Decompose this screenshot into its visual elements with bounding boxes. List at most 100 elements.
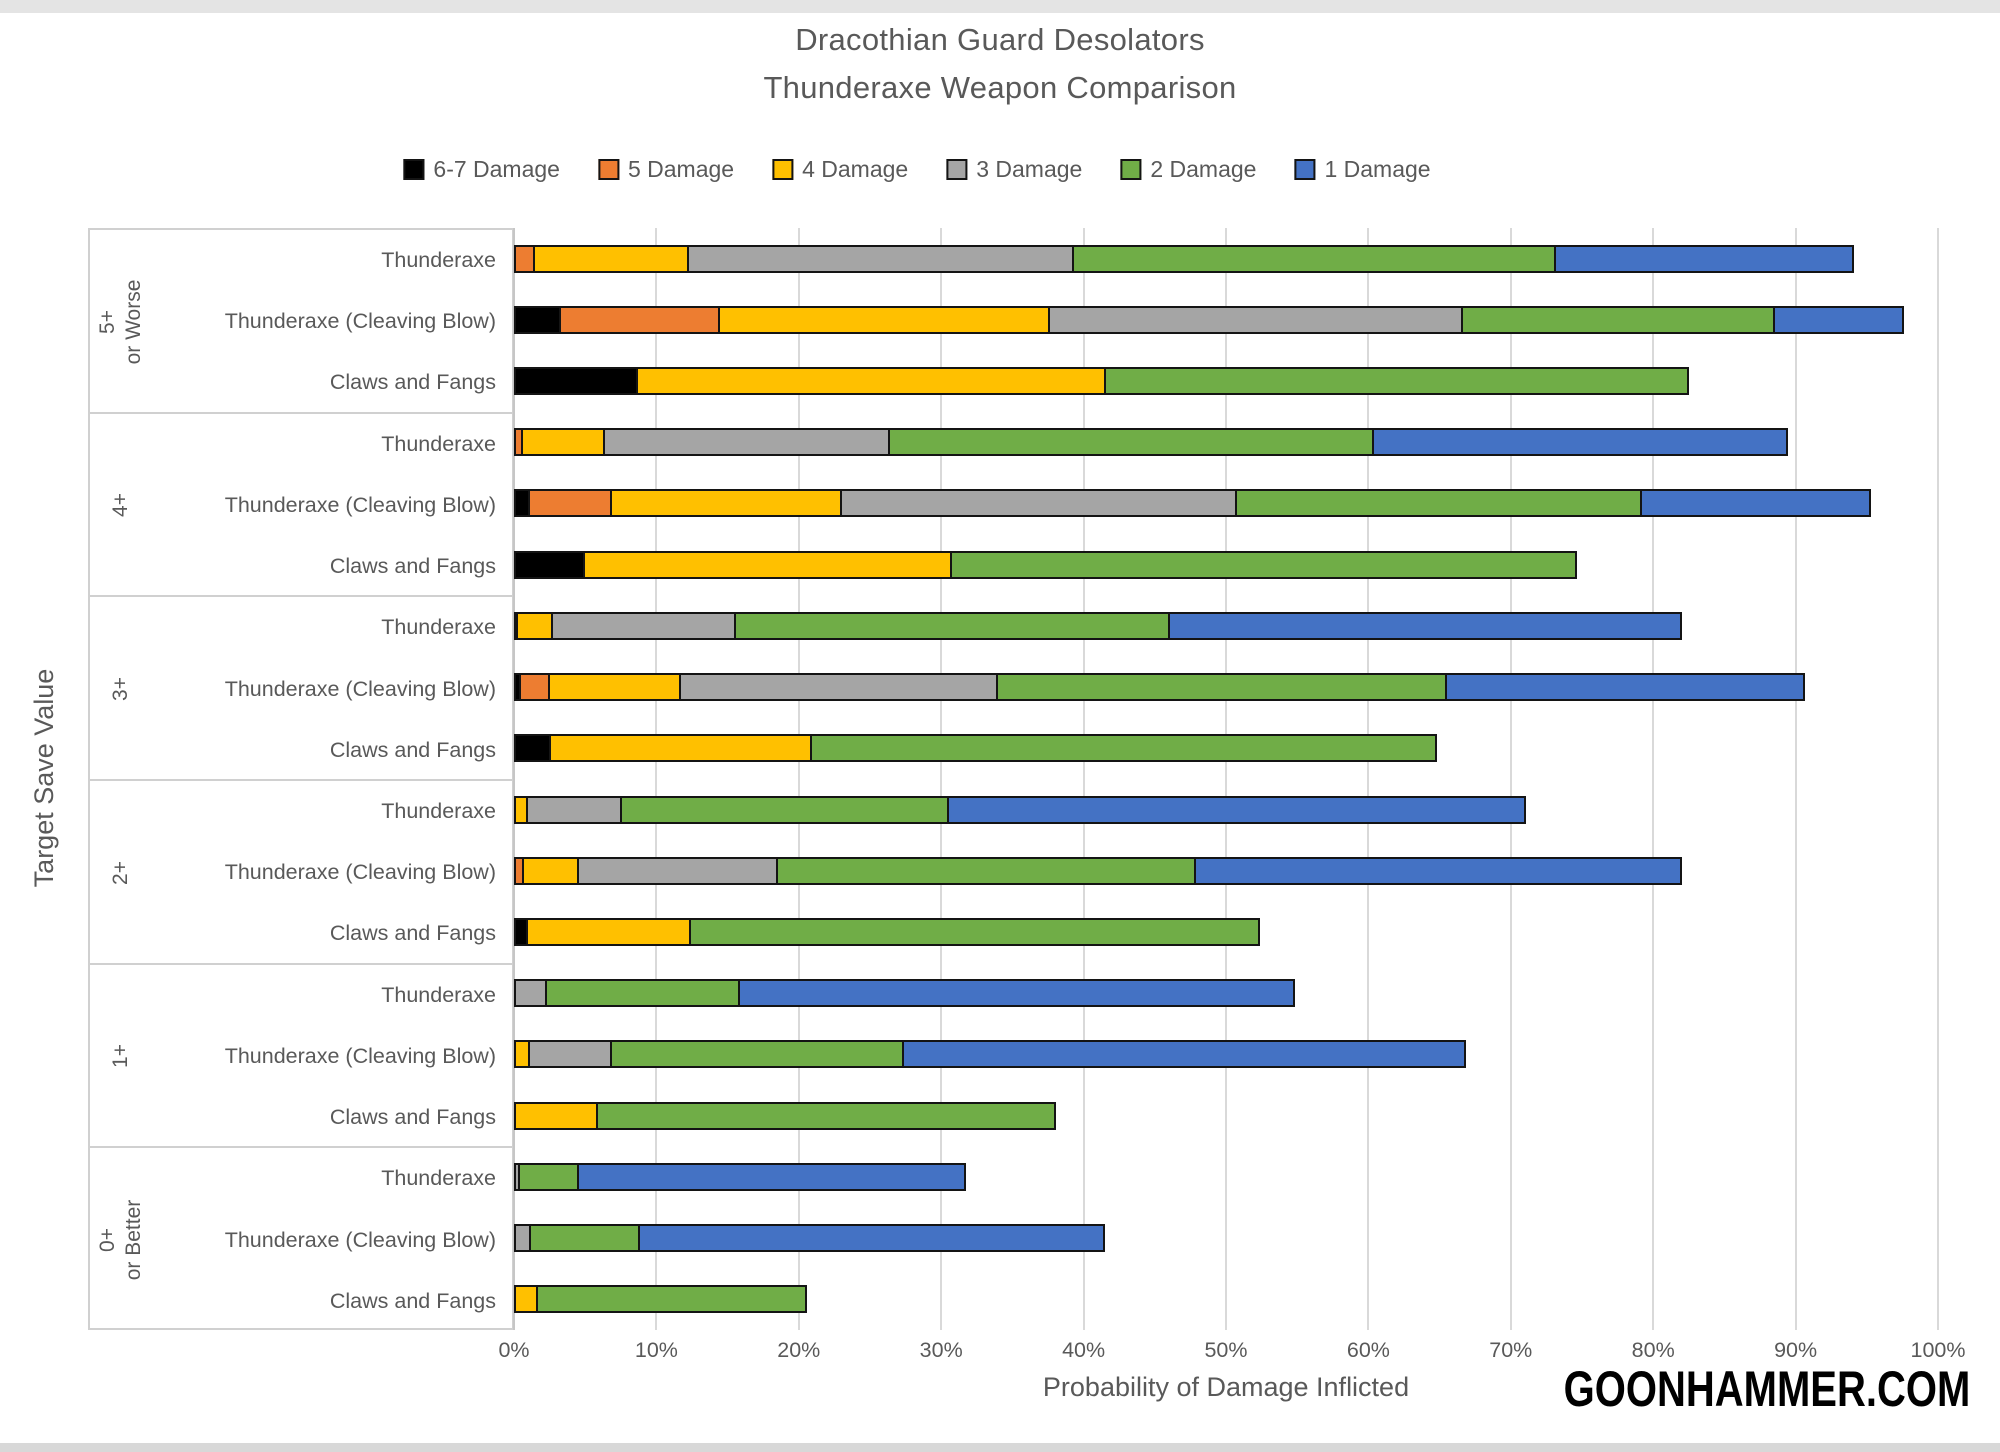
legend-label-4-damage: 4 Damage (802, 156, 909, 182)
gridline-40% (1082, 228, 1085, 1330)
segment-4-thunderaxe-4-damage (520, 428, 605, 457)
segment-0-or-better-thunderaxe-1-damage (576, 1162, 966, 1191)
save-group-4: 4+ Thunderaxe Thunderaxe (Cleaving Blow) Cl… (90, 414, 512, 598)
weapon-label-claws-and-fangs: Claws and Fangs (329, 370, 496, 395)
segment-1-thunderaxe-2-damage (544, 979, 740, 1008)
segment-2-claws-and-fangs-2-damage (689, 917, 1261, 946)
plot-area (513, 228, 1939, 1330)
segment-1-claws-and-fangs-2-damage (596, 1101, 1056, 1130)
weapon-label-thunderaxe: Thunderaxe (381, 799, 496, 823)
x-tick-50%: 50% (1204, 1338, 1248, 1362)
bar-1-thunderaxe-cleaving-blow (514, 1040, 1467, 1069)
segment-4-claws-and-fangs-6-7-damage (514, 550, 586, 579)
segment-3-claws-and-fangs-6-7-damage (514, 734, 552, 763)
bar-2-thunderaxe (514, 795, 1527, 824)
weapon-label-thunderaxe-cleaving-blow: Thunderaxe (Cleaving Blow) (224, 492, 496, 517)
bar-4-thunderaxe (514, 428, 1788, 457)
legend-swatch-1-damage-icon (1294, 159, 1316, 180)
segment-5-or-worse-thunderaxe-5-damage (514, 244, 536, 273)
segment-3-thunderaxe-3-damage (551, 611, 737, 640)
save-group-5-or-worse: 5+ or Worse Thunderaxe Thunderaxe (Cleaving… (90, 230, 512, 414)
legend-item-1-damage: 1 Damage (1294, 156, 1431, 183)
legend-swatch-5-damage-icon (597, 159, 619, 180)
segment-2-thunderaxe-cleaving-blow-3-damage (576, 856, 778, 885)
segment-3-claws-and-fangs-4-damage (549, 734, 813, 763)
segment-1-thunderaxe-cleaving-blow-2-damage (609, 1040, 905, 1069)
x-tick-10%: 10% (634, 1338, 678, 1362)
weapon-label-thunderaxe: Thunderaxe (381, 431, 496, 456)
save-group-1: 1+ Thunderaxe Thunderaxe (Cleaving Blow) Cl… (90, 965, 512, 1149)
gridline-30% (940, 228, 943, 1330)
segment-2-claws-and-fangs-4-damage (526, 917, 692, 946)
bar-3-thunderaxe-cleaving-blow (514, 673, 1806, 702)
x-tick-0%: 0% (498, 1338, 530, 1362)
segment-5-or-worse-thunderaxe-cleaving-blow-3-damage (1047, 305, 1464, 334)
bar-3-claws-and-fangs (514, 734, 1437, 763)
legend-item-5-damage: 5 Damage (597, 156, 735, 183)
weapon-label-thunderaxe-cleaving-blow: Thunderaxe (Cleaving Blow) (224, 309, 496, 334)
chart-title-line1: Dracothian Guard Desolators (795, 22, 1205, 57)
segment-5-or-worse-thunderaxe-cleaving-blow-2-damage (1461, 305, 1775, 334)
segment-3-thunderaxe-cleaving-blow-4-damage (548, 673, 681, 702)
gridline-60% (1367, 228, 1370, 1330)
segment-4-thunderaxe-1-damage (1371, 428, 1788, 457)
legend-label-3-damage: 3 Damage (976, 156, 1083, 182)
segment-4-thunderaxe-cleaving-blow-5-damage (527, 489, 612, 518)
segment-4-thunderaxe-3-damage (602, 428, 891, 457)
bar-4-claws-and-fangs (514, 550, 1577, 579)
segment-5-or-worse-thunderaxe-cleaving-blow-4-damage (717, 305, 1050, 334)
bar-5-or-worse-claws-and-fangs (514, 366, 1690, 395)
weapon-label-thunderaxe-cleaving-blow: Thunderaxe (Cleaving Blow) (224, 860, 496, 885)
legend-label-6-7-damage: 6-7 Damage (433, 156, 560, 182)
legend-item-2-damage: 2 Damage (1120, 156, 1256, 183)
chart-title-line2: Thunderaxe Weapon Comparison (763, 70, 1237, 105)
segment-5-or-worse-claws-and-fangs-4-damage (635, 366, 1106, 395)
segment-5-or-worse-thunderaxe-1-damage (1554, 244, 1855, 273)
segment-4-thunderaxe-cleaving-blow-4-damage (609, 489, 842, 518)
segment-0-or-better-thunderaxe-cleaving-blow-1-damage (638, 1224, 1106, 1253)
segment-4-claws-and-fangs-2-damage (950, 550, 1577, 579)
bar-0-or-better-thunderaxe (514, 1162, 966, 1191)
legend-swatch-3-damage-icon (946, 159, 968, 180)
segment-4-claws-and-fangs-4-damage (583, 550, 952, 579)
segment-2-thunderaxe-cleaving-blow-1-damage (1193, 856, 1683, 885)
weapon-label-claws-and-fangs: Claws and Fangs (329, 554, 496, 579)
gridline-10% (655, 228, 658, 1330)
y-axis-title: Target Save Value (29, 668, 59, 888)
segment-3-thunderaxe-4-damage (516, 611, 554, 640)
segment-1-claws-and-fangs-4-damage (514, 1101, 599, 1130)
weapon-label-thunderaxe-cleaving-blow: Thunderaxe (Cleaving Blow) (224, 676, 496, 701)
segment-2-thunderaxe-3-damage (526, 795, 622, 824)
weapon-label-claws-and-fangs: Claws and Fangs (329, 1288, 496, 1313)
legend-item-4-damage: 4 Damage (772, 156, 908, 183)
segment-5-or-worse-thunderaxe-cleaving-blow-1-damage (1772, 305, 1904, 334)
gridline-50% (1225, 228, 1227, 1330)
x-tick-30%: 30% (919, 1338, 963, 1362)
legend-item-6-7-damage: 6-7 Damage (403, 156, 560, 183)
segment-5-or-worse-thunderaxe-cleaving-blow-6-7-damage (514, 305, 561, 334)
gridline-0% (513, 228, 515, 1330)
save-group-2: 2+ Thunderaxe Thunderaxe (Cleaving Blow) Cl… (90, 781, 512, 965)
legend-label-1-damage: 1 Damage (1324, 156, 1431, 182)
bar-1-thunderaxe (514, 979, 1295, 1008)
bar-0-or-better-claws-and-fangs (514, 1285, 807, 1314)
segment-3-thunderaxe-cleaving-blow-3-damage (678, 673, 998, 702)
legend-label-5-damage: 5 Damage (627, 156, 735, 182)
weapon-label-thunderaxe-cleaving-blow: Thunderaxe (Cleaving Blow) (224, 1043, 496, 1068)
segment-5-or-worse-thunderaxe-4-damage (533, 244, 689, 273)
segment-4-thunderaxe-cleaving-blow-1-damage (1640, 489, 1871, 518)
bar-2-claws-and-fangs (514, 917, 1261, 946)
weapon-label-thunderaxe: Thunderaxe (381, 615, 496, 640)
x-tick-90%: 90% (1774, 1338, 1818, 1362)
x-tick-20%: 20% (777, 1338, 821, 1362)
gridline-70% (1509, 228, 1512, 1330)
segment-3-thunderaxe-cleaving-blow-5-damage (519, 673, 551, 702)
bottom-border-strip (0, 1443, 2000, 1452)
segment-3-thunderaxe-2-damage (734, 611, 1171, 640)
bar-5-or-worse-thunderaxe (514, 244, 1855, 273)
watermark: GOONHAMMER.COM (1563, 1361, 1970, 1417)
x-tick-70%: 70% (1489, 1338, 1533, 1362)
top-border-strip (0, 0, 2000, 13)
legend-swatch-4-damage-icon (772, 159, 794, 180)
bar-2-thunderaxe-cleaving-blow (514, 856, 1683, 885)
